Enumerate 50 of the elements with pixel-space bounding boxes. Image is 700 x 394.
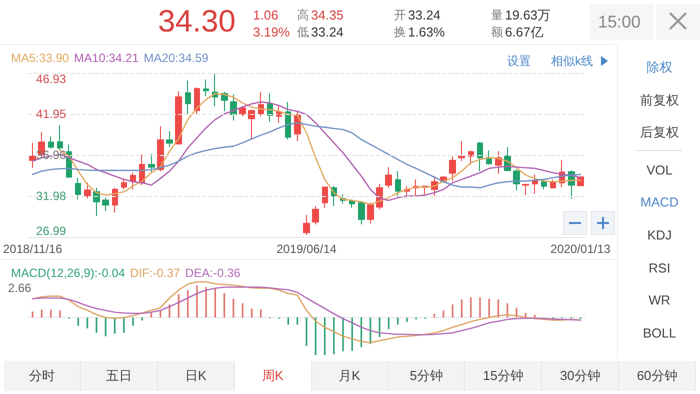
x-tick-label: 2019/06/14 [276,242,337,256]
x-tick-label: 2020/01/13 [550,242,611,256]
text: RSI [648,260,672,276]
text: 6.67亿 [505,24,544,40]
text: 33.24 [408,8,441,22]
text: MACD(12,26,9):-0.04 [11,266,126,280]
text: 19.63万 [505,8,551,22]
x-tick-label: 2018/11/16 [3,242,62,256]
text: 除权 [646,60,674,74]
text: 后复权 [639,124,680,140]
text: 1.63% [408,24,445,40]
text: MA10:34.21 [74,51,140,65]
text: 33.24 [311,24,344,40]
y-tick-label: 46.93 [36,72,66,86]
text: 30分钟 [542,361,620,391]
text: 换 [394,25,406,39]
text: 34.35 [311,8,344,22]
text: WR [648,292,672,308]
text: 周K [234,361,312,391]
text: MACD [639,194,680,210]
text: 15分钟 [465,361,542,391]
text: 15:00 [598,12,641,32]
annotation: 2.66 [8,281,32,295]
text: VOL [645,162,674,178]
text: 高 [297,8,309,22]
text: 3.19% [253,24,290,40]
text: 60分钟 [619,361,696,391]
text: BOLL [642,326,678,340]
y-tick-label: 26.99 [36,224,66,238]
text: 低 [297,25,309,39]
text: 月K [312,361,388,391]
text: 五日 [80,361,158,391]
text: 设置 [507,54,531,68]
text: 开 [394,8,406,22]
text: KDJ [646,228,673,242]
text: 量 [491,8,503,22]
text: 相似k线 [551,54,593,68]
text: MA5:33.90 [11,51,70,65]
text: 34.30 [158,4,236,38]
series-label: DEA:-0.36 [185,266,241,280]
text: 日K [158,361,235,391]
text: 前复权 [639,92,680,108]
text: 1.06 [253,8,278,22]
y-tick-label: 41.95 [36,106,66,121]
text: 分时 [4,361,81,391]
text: 5分钟 [388,361,466,391]
series-label: DIF:-0.37 [130,266,180,280]
text: 额 [491,25,503,39]
y-tick-label: 31.98 [36,188,66,203]
text: MA20:34.59 [144,51,209,65]
